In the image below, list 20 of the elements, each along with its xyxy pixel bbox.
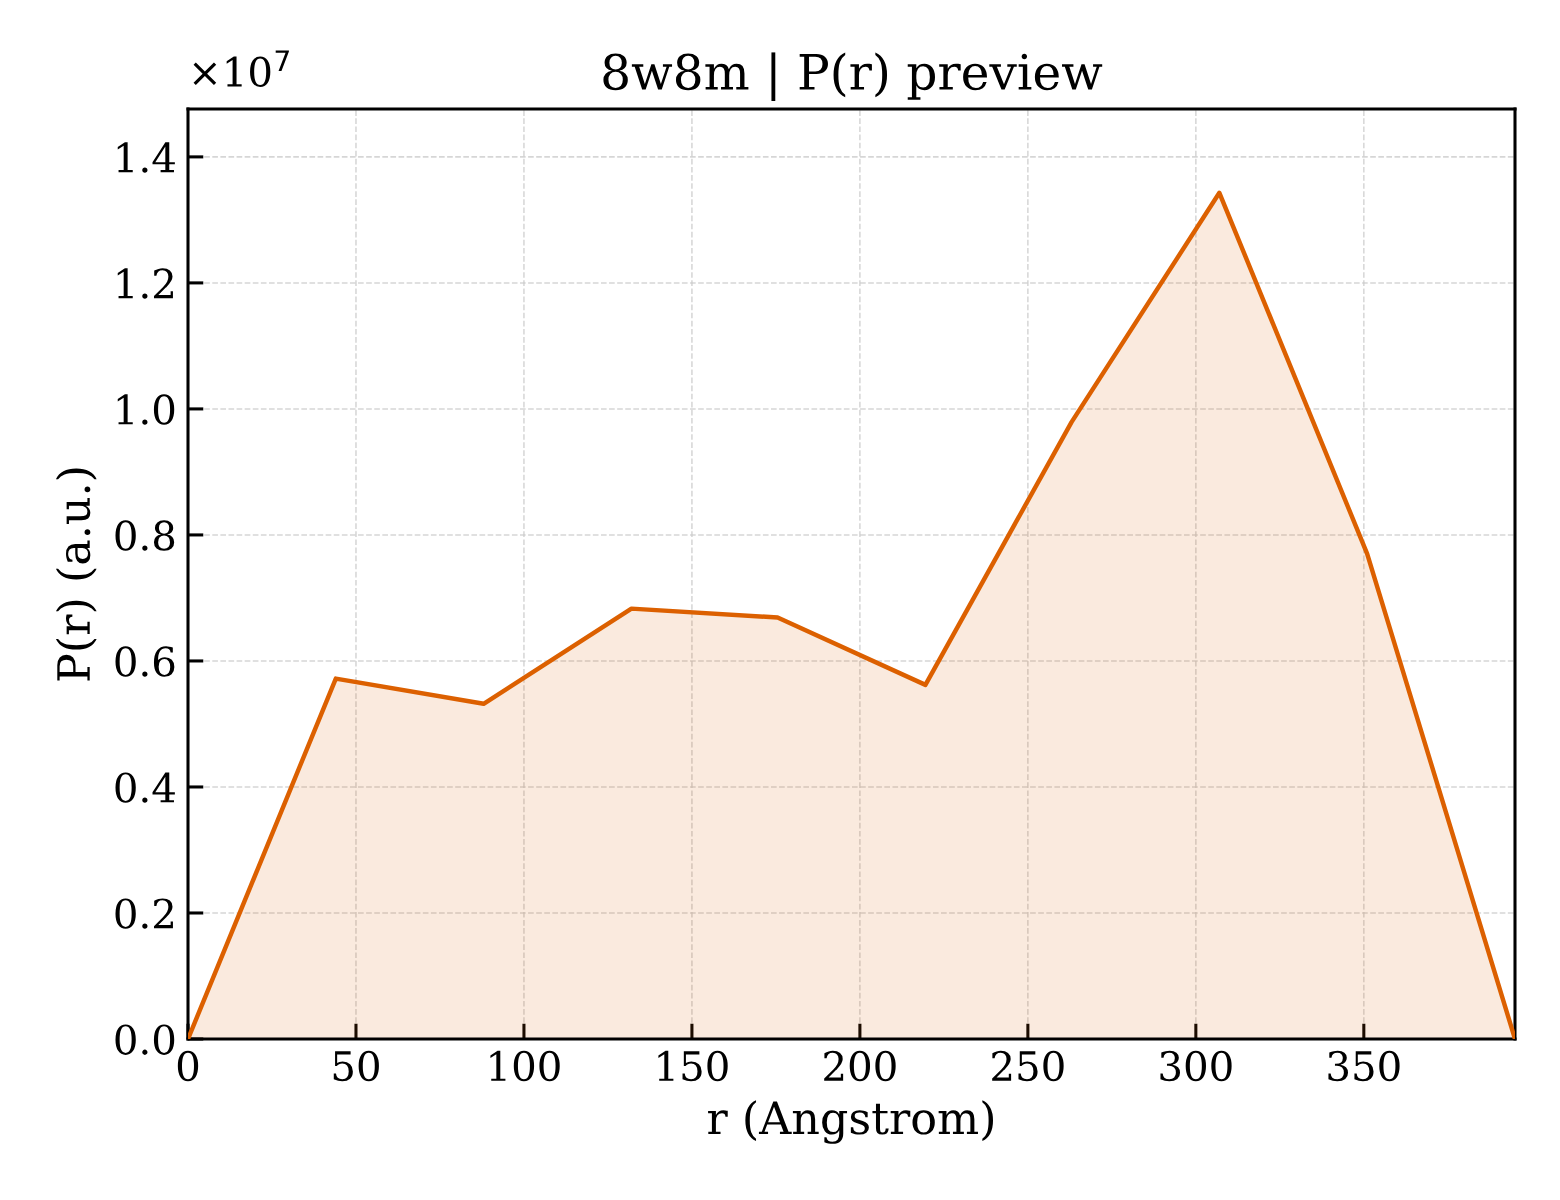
y-tick-label: 0.2: [115, 898, 173, 929]
x-tick-label: 150: [658, 1050, 728, 1082]
y-tick-label: 1.2: [117, 268, 173, 299]
x-tick-label: 300: [1160, 1050, 1232, 1082]
y-tick-label: 0.4: [115, 772, 175, 803]
chart-title: 8w8m | P(r) preview: [603, 52, 1103, 102]
y-axis-title: P(r) (a.u.): [55, 468, 97, 681]
x-tick-label: 100: [490, 1050, 560, 1082]
x-tick-label: 250: [992, 1050, 1064, 1082]
y-tick-label: 1.0: [117, 394, 175, 425]
text: ×10$^{7}$: [193, 50, 289, 87]
y-tick-label: 0.6: [115, 646, 175, 677]
y-tick-label: 0.8: [115, 520, 175, 551]
x-axis-title: r (Angstrom): [708, 1100, 994, 1144]
x-tick-label: 50: [333, 1050, 379, 1082]
y-tick-label: 0.0: [115, 1024, 175, 1055]
x-tick-label: 350: [1328, 1050, 1400, 1082]
y-tick-label: 1.4: [117, 142, 175, 173]
x-tick-label: 0: [177, 1050, 199, 1082]
x-tick-label: 200: [824, 1050, 896, 1082]
